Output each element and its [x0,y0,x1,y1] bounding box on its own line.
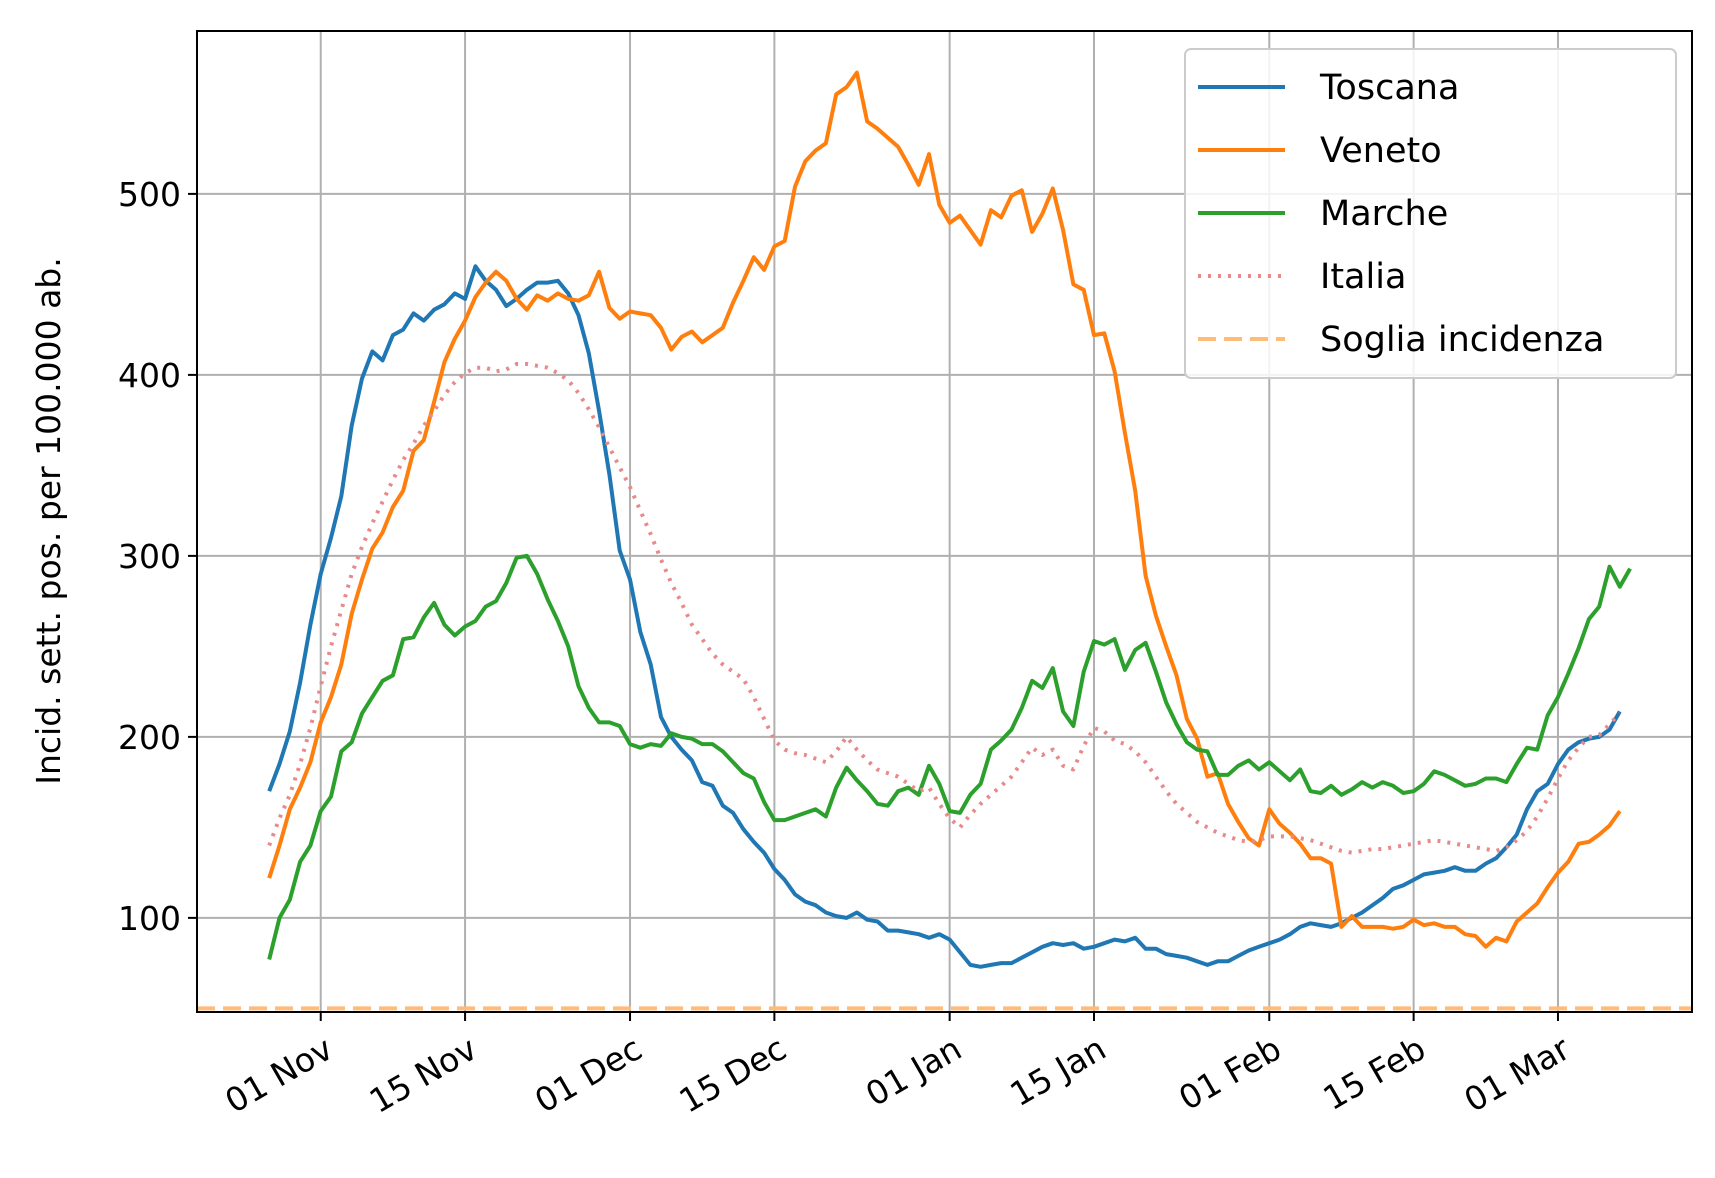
series-line-veneto [267,70,1622,949]
grid [197,31,1692,1012]
legend-label: Marche [1320,194,1448,234]
series-line-toscana [267,264,1622,969]
legend-label: Toscana [1319,68,1459,108]
series-layer [197,70,1692,1011]
y-tick-label: 300 [118,537,181,576]
legend-label: Soglia incidenza [1320,320,1605,360]
y-tick-label: 200 [118,718,181,757]
legend-label: Italia [1320,257,1406,297]
legend: Toscana Veneto Marche Italia Soglia incidenz… [1184,48,1677,379]
y-tick-label: 100 [118,899,181,938]
series-line-marche [267,553,1632,960]
legend-label: Veneto [1320,131,1442,171]
y-tick-label: 500 [118,175,181,214]
y-tick-label: 400 [118,356,181,395]
legend-box [1184,48,1677,379]
y-axis-label: Incid. sett. pos. per 100.000 ab. [29,257,68,784]
plot-frame [196,30,1693,1013]
